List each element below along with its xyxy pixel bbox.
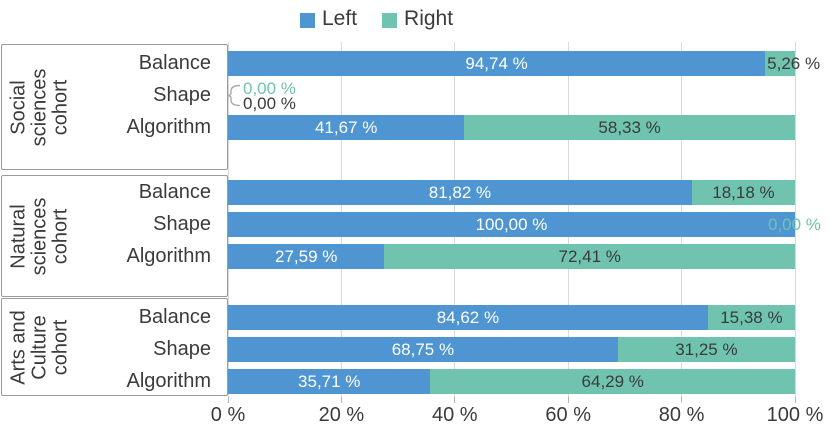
bar-segment-left: 41,67 % — [228, 115, 465, 140]
bar-row: 68,75 % 31,25 % — [228, 337, 795, 362]
category-label: Balance — [138, 52, 211, 74]
value-label-right: 58,33 % — [598, 117, 661, 137]
category-label: Balance — [138, 306, 211, 328]
gridline — [794, 42, 796, 397]
value-label-left: 41,67 % — [314, 117, 378, 137]
plot-area: 94,74 % 5,26 % 0,00 % 0,00 % 41,67 % 58,33 % 8… — [225, 42, 821, 403]
category-label: Algorithm — [126, 116, 211, 138]
value-label-right: 5,26 % — [767, 54, 821, 73]
bar-segment-left: 84,62 % — [228, 305, 708, 330]
zero-value-label-right: 0,00 % — [243, 79, 296, 98]
bar-row: 81,82 % 18,18 % — [228, 180, 795, 205]
bar-row: 27,59 % 72,41 % — [228, 244, 795, 269]
bar-segment-left: 68,75 % — [228, 337, 618, 362]
bar-row: 0,00 % 0,00 % — [225, 79, 795, 113]
axis-tick — [794, 397, 796, 403]
legend: Left Right — [300, 7, 453, 31]
cohort-box — [1, 298, 228, 396]
bar-segment-right: 58,33 % — [464, 115, 795, 140]
zero-value-label-left: 0,00 % — [243, 94, 296, 113]
value-label-left: 27,59 % — [275, 246, 338, 266]
bar-segment-right: 18,18 % — [691, 180, 795, 205]
x-axis-tick-label: 100 % — [766, 404, 824, 426]
value-label-right: 0,00 % — [768, 215, 821, 234]
legend-swatch-left-icon — [300, 12, 315, 28]
bar-row: 100,00 % 0,00 % — [228, 212, 821, 237]
bar-segment-right: 15,38 % — [707, 305, 795, 330]
bar-segment-right: 31,25 % — [617, 337, 795, 362]
legend-swatch-right-icon — [382, 12, 398, 28]
axis-tick — [454, 397, 456, 403]
axis-tick — [227, 397, 229, 403]
value-label-left: 81,82 % — [428, 182, 492, 202]
x-axis-tick-label: 20 % — [318, 404, 365, 426]
cohort-box — [1, 175, 228, 297]
value-label-left: 100,00 % — [475, 214, 548, 234]
category-label: Algorithm — [126, 245, 211, 267]
value-label-right: 15,38 % — [720, 307, 783, 327]
value-label-left: 84,62 % — [436, 307, 500, 327]
bar-segment-left: 81,82 % — [228, 180, 692, 205]
axis-tick — [681, 397, 683, 403]
bar-segment-right — [765, 51, 795, 76]
bar-segment-left: 100,00 % — [228, 212, 795, 237]
axis-tick — [340, 397, 342, 403]
value-label-right: 72,41 % — [558, 246, 621, 266]
legend-label-left: Left — [322, 7, 358, 30]
category-label: Shape — [153, 84, 211, 106]
bar-row: 35,71 % 64,29 % — [228, 369, 795, 394]
x-axis-tick-label: 60 % — [545, 404, 591, 426]
bar-segment-left: 35,71 % — [228, 369, 431, 394]
legend-label-right: Right — [404, 7, 454, 30]
value-label-right: 64,29 % — [581, 371, 644, 391]
category-label: Shape — [153, 213, 211, 235]
category-label: Algorithm — [126, 370, 211, 392]
bar-segment-right: 64,29 % — [430, 369, 795, 394]
value-label-right: 31,25 % — [675, 339, 738, 359]
bar-row: 94,74 % 5,26 % — [228, 51, 820, 76]
bar-segment-right: 72,41 % — [384, 244, 795, 269]
cohort-box — [1, 44, 228, 170]
value-label-left: 35,71 % — [298, 371, 361, 391]
value-label-right: 18,18 % — [712, 182, 775, 202]
bar-row: 41,67 % 58,33 % — [228, 115, 795, 140]
value-label-left: 68,75 % — [391, 339, 455, 359]
axis-tick — [567, 397, 569, 403]
category-label: Shape — [153, 338, 211, 360]
x-axis-tick-label: 0 % — [210, 404, 246, 426]
bar-segment-left: 94,74 % — [228, 51, 766, 76]
bar-row: 84,62 % 15,38 % — [228, 305, 795, 330]
x-axis-tick-label: 80 % — [658, 404, 705, 426]
x-axis-tick-label: 40 % — [432, 404, 478, 426]
bar-segment-left: 27,59 % — [228, 244, 385, 269]
value-label-left: 94,74 % — [465, 53, 528, 73]
category-label: Balance — [138, 181, 211, 203]
